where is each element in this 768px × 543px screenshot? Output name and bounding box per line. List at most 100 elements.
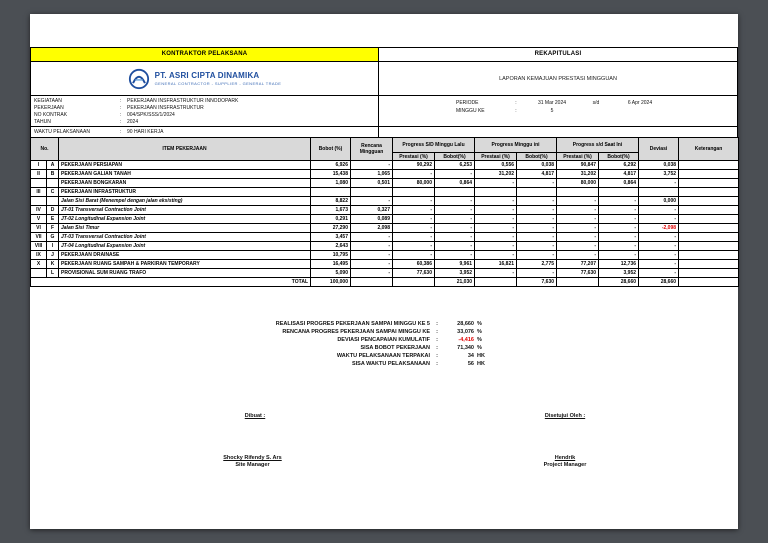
summary-value: 34 bbox=[467, 353, 474, 359]
project-manager-name: Hendrik bbox=[554, 455, 576, 461]
company-text: PT. ASRI CIPTA DINAMIKA GENERAL CONTRACT… bbox=[155, 71, 282, 86]
summary-value: 33,076 bbox=[457, 329, 474, 335]
summary-row: SISA BOBOT PEKERJAAN:71,340% bbox=[30, 344, 510, 352]
company-logo-icon bbox=[128, 68, 149, 89]
summary-value: 56 bbox=[467, 361, 474, 367]
summary-unit: % bbox=[477, 321, 482, 327]
periode-line: PERIODE:31 Mar 2024 s/d 6 Apr 2024 bbox=[456, 100, 737, 108]
col-header-deviasi: Deviasi bbox=[638, 137, 680, 161]
summary-label: DEVIASI PENCAPAIAN KUMULATIF bbox=[337, 337, 430, 343]
summary-label: SISA WAKTU PELAKSANAAN bbox=[351, 361, 430, 367]
col-header-item: ITEM PEKERJAAN bbox=[58, 137, 311, 161]
project-info-row: KEGIATAAN: PEKERJAAN INSFRASTRUKTUR INNOD… bbox=[31, 95, 737, 126]
table-row: V E JT-02 Longitudinal Expansion Joint 0,29… bbox=[30, 214, 740, 224]
info-value: PEKERJAAN INSFRASTRUKTUR bbox=[127, 105, 204, 111]
waktu-label: WAKTU PELAKSANAAN bbox=[34, 129, 90, 135]
project-info: KEGIATAAN: PEKERJAAN INSFRASTRUKTUR INNOD… bbox=[31, 96, 379, 126]
summary-unit: HK bbox=[477, 361, 485, 367]
periode-label: PERIODE bbox=[456, 100, 479, 106]
col-header-no: No. bbox=[30, 137, 59, 161]
info-label: TAHUN bbox=[34, 119, 51, 125]
disetujui-oleh-label: Disetujui Oleh : bbox=[544, 413, 586, 419]
minggu-line: MINGGU KE:5 bbox=[456, 108, 737, 116]
table-row: X K PEKERJAAN RUANG SAMPAH & PARKIRAN TEMP… bbox=[30, 259, 740, 269]
info-value: 2024 bbox=[127, 119, 139, 125]
total-row: TOTAL 100,000 21,030 7,630 28,660 28,660 bbox=[30, 277, 740, 287]
subcol-bobot-ini: Bobot(%) bbox=[516, 152, 558, 161]
subcol-prestasi-saat: Prestasi (%) bbox=[556, 152, 600, 161]
summary-label: SISA BOBOT PEKERJAAN bbox=[360, 345, 430, 351]
summary-value: -4,416 bbox=[458, 337, 474, 343]
summary-row: RENCANA PROGRES PEKERJAAN SAMPAI MINGGU … bbox=[30, 328, 510, 336]
info-line: KEGIATAAN: PEKERJAAN INSFRASTRUKTUR INNOD… bbox=[34, 98, 239, 104]
waktu-row: WAKTU PELAKSANAAN:90 HARI KERJA bbox=[31, 126, 737, 138]
summary-row: DEVIASI PENCAPAIAN KUMULATIF: -4,416% bbox=[30, 336, 510, 344]
minggu-label: MINGGU KE bbox=[456, 108, 485, 114]
info-line: PEKERJAAN: PEKERJAAN INSFRASTRUKTUR bbox=[34, 105, 204, 111]
table-row: VII G JT-03 Transversal Contraction Joint 3… bbox=[30, 232, 740, 242]
subcol-prestasi-ini: Prestasi (%) bbox=[474, 152, 518, 161]
table-row: VIII I JT-04 Longitudinal Expansion Joint 2… bbox=[30, 241, 740, 251]
kontraktor-pelaksana-banner: KONTRAKTOR PELAKSANA bbox=[31, 48, 379, 61]
summary-label: WAKTU PELAKSANAAN TERPAKAI bbox=[336, 353, 430, 359]
subcol-bobot-lalu: Bobot(%) bbox=[433, 152, 476, 161]
header-banner-row: KONTRAKTOR PELAKSANA REKAPITULASI bbox=[31, 48, 737, 61]
summary-label: REALISASI PROGRES PEKERJAAN SAMPAI MINGG… bbox=[275, 321, 430, 327]
rekapitulasi-banner: REKAPITULASI bbox=[534, 51, 582, 57]
minggu-value: 5 bbox=[550, 108, 554, 114]
table-row: II B PEKERJAAN GALIAN TANAH 15,438 1,065- -31… bbox=[30, 169, 740, 179]
report-header: KONTRAKTOR PELAKSANA REKAPITULASI PT. AS… bbox=[30, 47, 738, 138]
col-header-rencana: Rencana Mingguan bbox=[350, 137, 393, 161]
table-row: I A PEKERJAAN PERSIAPAN 6,926-90,292 6,253 0,… bbox=[30, 160, 740, 170]
info-label: NO KONTRAK bbox=[34, 112, 68, 118]
summary-label: RENCANA PROGRES PEKERJAAN SAMPAI MINGGU … bbox=[282, 329, 430, 335]
summary-unit: HK bbox=[477, 353, 485, 359]
col-header-keterangan: Keterangan bbox=[678, 137, 740, 161]
waktu-pelaksanaan: WAKTU PELAKSANAAN:90 HARI KERJA bbox=[31, 127, 379, 138]
subcol-prestasi-lalu: Prestasi (%) bbox=[392, 152, 435, 161]
company-tagline: GENERAL CONTRACTOR - SUPPLIER - GENERAL … bbox=[154, 81, 282, 86]
summary-row: SISA WAKTU PELAKSANAAN:56 HK bbox=[30, 360, 510, 368]
report-page: KONTRAKTOR PELAKSANA REKAPITULASI PT. AS… bbox=[30, 14, 740, 529]
table-row: PEKERJAAN BONGKARAN 1,080 0,501 80,000 0,864… bbox=[30, 178, 740, 188]
summary-unit: % bbox=[477, 337, 482, 343]
table-row: VI F Jalan Sisi Timur 27,290 2,098- - - - - - -2,0… bbox=[30, 223, 740, 233]
dibuat-label: Dibuat : bbox=[244, 413, 266, 419]
col-header-bobot: Bobot (%) bbox=[310, 137, 351, 161]
summary-row: REALISASI PROGRES PEKERJAAN SAMPAI MINGG… bbox=[30, 320, 510, 328]
table-row: III C PEKERJAAN INFRASTRUKTUR bbox=[30, 187, 740, 197]
progress-table: No. ITEM PEKERJAAN Bobot (%) Rencana Min… bbox=[30, 137, 740, 287]
info-line: NO KONTRAK:004/SPK/SSS/1/2024 bbox=[34, 112, 175, 118]
col-header-progress-ini: Progress Minggu ini bbox=[474, 137, 558, 153]
table-header-row-1: No. ITEM PEKERJAAN Bobot (%) Rencana Min… bbox=[30, 137, 740, 161]
periode-sd: s/d bbox=[592, 100, 600, 106]
company-block: PT. ASRI CIPTA DINAMIKA GENERAL CONTRACT… bbox=[31, 62, 379, 95]
company-name: PT. ASRI CIPTA DINAMIKA bbox=[154, 71, 260, 80]
info-label: KEGIATAAN bbox=[34, 98, 62, 104]
signature-block-right: Hendrik Project Manager bbox=[485, 455, 645, 468]
col-header-progress-lalu: Progress S/D Minggu Lalu bbox=[391, 137, 476, 153]
report-title: LAPORAN KEMAJUAN PRESTASI MINGGUAN bbox=[499, 75, 617, 82]
periode-start: 31 Mar 2024 bbox=[537, 100, 567, 106]
summary-unit: % bbox=[477, 345, 482, 351]
info-label: PEKERJAAN bbox=[34, 105, 64, 111]
site-manager-role: Site Manager bbox=[235, 462, 270, 468]
table-row: IV D JT-01 Transversal Contraction Joint 1,… bbox=[30, 205, 740, 215]
company-row: PT. ASRI CIPTA DINAMIKA GENERAL CONTRACT… bbox=[31, 61, 737, 95]
progress-summary: REALISASI PROGRES PEKERJAAN SAMPAI MINGG… bbox=[30, 320, 510, 368]
summary-value: 28,660 bbox=[457, 321, 474, 327]
col-header-progress-saat: Progress s/d Saat Ini bbox=[556, 137, 640, 153]
info-value: PEKERJAAN INSFRASTRUKTUR INNODOPARK bbox=[127, 98, 239, 104]
signature-block-left: Shocky Rifendy S. Ars Site Manager bbox=[170, 455, 335, 468]
table-row: L PROVISIONAL SUM RUANG TRAFO 5,090-77,630… bbox=[30, 268, 740, 278]
summary-value: 71,340 bbox=[457, 345, 474, 351]
summary-row: WAKTU PELAKSANAAN TERPAKAI:34 HK bbox=[30, 352, 510, 360]
project-manager-role: Project Manager bbox=[543, 462, 587, 468]
info-value: 004/SPK/SSS/1/2024 bbox=[127, 112, 175, 118]
info-line: TAHUN:2024 bbox=[34, 119, 139, 125]
waktu-value: 90 HARI KERJA bbox=[127, 129, 164, 135]
periode-block: PERIODE:31 Mar 2024 s/d 6 Apr 2024 MINGGU … bbox=[379, 96, 737, 126]
summary-unit: % bbox=[477, 329, 482, 335]
periode-end: 6 Apr 2024 bbox=[627, 100, 653, 106]
